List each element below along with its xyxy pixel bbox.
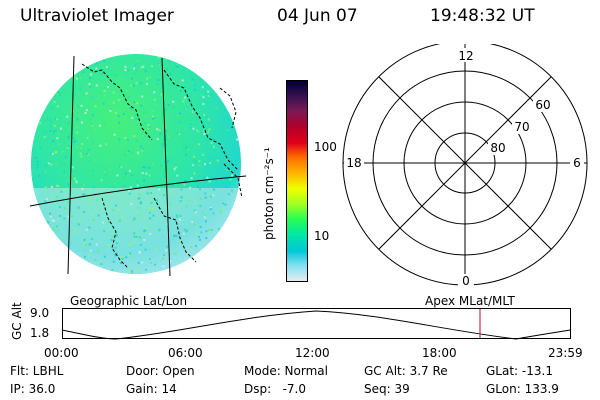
uv-image-panel	[29, 54, 247, 277]
altitude-plot-frame	[62, 308, 571, 339]
geographic-longitude-value: GLon: 133.9	[486, 382, 559, 396]
mlt-label-12: 12	[458, 49, 473, 63]
filter-value: Flt: LBHL	[10, 364, 64, 378]
mlt-label-0: 0	[462, 274, 470, 288]
polar-mlat-mlt-plot: 12 0 18 6 60 70 80	[342, 44, 588, 288]
geographic-grid-label: Geographic Lat/Lon	[70, 294, 188, 308]
sequence-value: Seq: 39	[364, 382, 410, 396]
gain-value: Gain: 14	[126, 382, 177, 396]
mode-value: Mode: Normal	[244, 364, 328, 378]
mlt-label-6: 6	[573, 156, 581, 170]
altitude-tick-high: 9.0	[30, 306, 50, 320]
time-tick-0600: 06:00	[168, 346, 203, 360]
colorbar-tick-10: 10	[314, 229, 330, 243]
coastlines	[81, 63, 243, 269]
observation-time: 19:48:32 UT	[430, 6, 535, 26]
gc-altitude-value: GC Alt: 3.7 Re	[364, 364, 448, 378]
door-status: Door: Open	[126, 364, 195, 378]
geographic-latitude-value: GLat: -13.1	[486, 364, 553, 378]
mlt-label-18: 18	[346, 156, 361, 170]
time-tick-0000: 00:00	[44, 346, 79, 360]
observation-date: 04 Jun 07	[277, 6, 358, 26]
mlat-label-60: 60	[535, 98, 550, 112]
magnetic-grid-label: Apex MLat/MLT	[425, 294, 515, 308]
dsp-value: Dsp: -7.0	[244, 382, 307, 396]
altitude-tick-low: 1.8	[30, 326, 50, 340]
time-tick-2359: 23:59	[548, 346, 583, 360]
mlat-label-70: 70	[514, 120, 529, 134]
instrument-title: Ultraviolet Imager	[20, 6, 174, 26]
uv-auroral-image	[31, 54, 241, 274]
colorbar-tick-100: 100	[314, 140, 337, 154]
geographic-grid	[29, 55, 247, 277]
time-tick-1200: 12:00	[295, 346, 330, 360]
altitude-curve	[62, 310, 571, 340]
polar-diagonal-2	[378, 76, 552, 250]
mlat-label-80: 80	[490, 141, 505, 155]
time-tick-1800: 18:00	[422, 346, 457, 360]
altitude-plot	[62, 308, 571, 340]
altitude-axis-label: GC Alt	[10, 302, 24, 340]
ip-value: IP: 36.0	[10, 382, 56, 396]
colorbar-unit-label: photon cm⁻²s⁻¹	[262, 147, 276, 240]
colorbar	[286, 80, 308, 282]
